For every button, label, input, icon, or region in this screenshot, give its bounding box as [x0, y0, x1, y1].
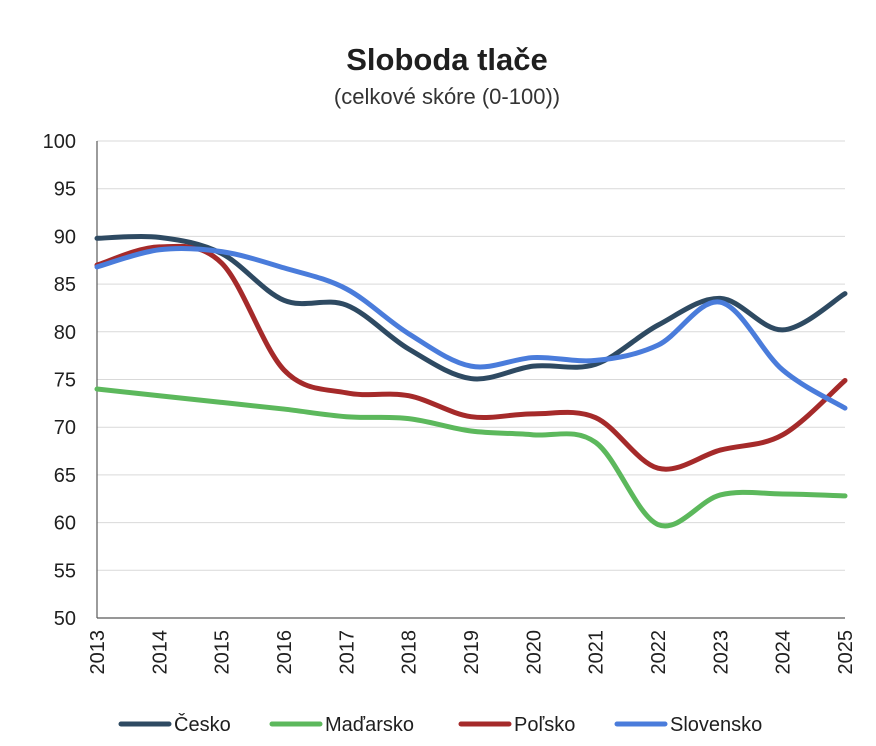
- x-tick-label: 2020: [523, 630, 545, 675]
- chart-title: Sloboda tlače: [346, 42, 548, 77]
- x-tick-label: 2019: [461, 630, 483, 675]
- y-tick-label: 85: [54, 274, 76, 296]
- y-tick-label: 90: [54, 226, 76, 248]
- x-tick-label: 2022: [648, 630, 670, 675]
- gridlines: [97, 140, 845, 571]
- x-tick-label: 2016: [274, 630, 296, 675]
- y-tick-label: 100: [43, 131, 76, 153]
- legend-label: Česko: [174, 713, 231, 736]
- y-tick-labels: 50 55 60 65 70 75 80 85 90 95 100: [43, 131, 76, 630]
- y-tick-label: 80: [54, 322, 76, 344]
- legend-item: Maďarsko: [269, 714, 414, 736]
- series-line-Slovensko: [94, 245, 848, 411]
- legend-item: Česko: [118, 713, 231, 736]
- chart-subtitle: (celkové skóre (0-100)): [334, 84, 560, 109]
- x-tick-label: 2024: [773, 630, 795, 675]
- y-tick-label: 95: [54, 179, 76, 201]
- y-tick-label: 70: [54, 417, 76, 439]
- legend-label: Poľsko: [514, 714, 575, 736]
- legend-label: Slovensko: [670, 714, 762, 736]
- x-tick-label: 2018: [399, 630, 421, 675]
- x-tick-label: 2021: [586, 630, 608, 675]
- legend: Česko Maďarsko Poľsko Slovensko: [118, 713, 762, 736]
- y-tick-label: 65: [54, 465, 76, 487]
- legend-label: Maďarsko: [325, 714, 414, 736]
- x-tick-label: 2025: [835, 630, 857, 675]
- y-tick-label: 50: [54, 608, 76, 630]
- legend-item: Slovensko: [614, 714, 762, 736]
- x-tick-label: 2014: [149, 630, 171, 675]
- y-tick-label: 60: [54, 513, 76, 535]
- x-tick-label: 2015: [212, 630, 234, 675]
- y-tick-label: 55: [54, 560, 76, 582]
- series-lines: [94, 233, 848, 529]
- axes: [96, 141, 845, 619]
- x-tick-label: 2017: [336, 630, 358, 675]
- x-tick-label: 2023: [710, 630, 732, 675]
- series-line-Poľsko: [94, 243, 848, 472]
- y-tick-label: 75: [54, 370, 76, 392]
- x-tick-label: 2013: [87, 630, 109, 675]
- legend-item: Poľsko: [458, 714, 575, 736]
- series-line-Maďarsko: [94, 386, 848, 529]
- x-tick-labels: 2013 2014 2015 2016 2017 2018 2019 2020 2021 2022…: [87, 630, 857, 675]
